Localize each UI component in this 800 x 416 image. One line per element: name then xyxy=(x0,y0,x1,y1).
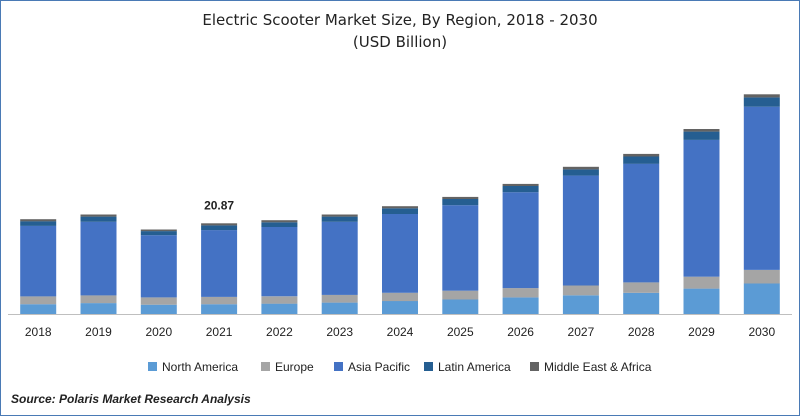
x-tick-label: 2026 xyxy=(507,325,534,339)
bar-north-america-2027 xyxy=(562,295,599,314)
x-tick-label: 2023 xyxy=(326,325,353,339)
bar-asia-pacific-2026 xyxy=(502,192,539,289)
legend-label: Latin America xyxy=(438,360,511,374)
bar-asia-pacific-2027 xyxy=(562,175,599,286)
bar-middle-east-africa-2022 xyxy=(261,220,298,223)
legend-swatch-latin-america xyxy=(424,362,433,371)
bar-middle-east-africa-2027 xyxy=(562,166,599,170)
bar-asia-pacific-2023 xyxy=(321,221,358,295)
bar-asia-pacific-2028 xyxy=(623,163,660,283)
bar-middle-east-africa-2025 xyxy=(442,196,479,199)
bar-latin-america-2022 xyxy=(261,222,298,227)
bar-europe-2020 xyxy=(140,297,177,305)
bar-latin-america-2020 xyxy=(140,231,177,236)
bar-middle-east-africa-2023 xyxy=(321,214,358,217)
bar-north-america-2025 xyxy=(442,299,479,314)
bar-north-america-2020 xyxy=(140,304,177,314)
bar-europe-2019 xyxy=(80,295,117,304)
bar-north-america-2019 xyxy=(80,303,117,314)
bar-asia-pacific-2018 xyxy=(20,225,57,297)
bar-europe-2029 xyxy=(683,276,720,289)
bar-europe-2030 xyxy=(743,270,780,284)
bar-europe-2027 xyxy=(562,285,599,296)
legend-label: Middle East & Africa xyxy=(544,360,652,374)
x-tick-label: 2028 xyxy=(628,325,655,339)
bar-middle-east-africa-2019 xyxy=(80,214,117,217)
x-tick-label: 2029 xyxy=(688,325,715,339)
legend-label: North America xyxy=(162,360,238,374)
bar-europe-2025 xyxy=(442,290,479,300)
bar-north-america-2029 xyxy=(683,288,720,314)
bar-europe-2018 xyxy=(20,296,57,305)
bar-europe-2022 xyxy=(261,296,298,304)
bar-north-america-2028 xyxy=(623,292,660,314)
bar-latin-america-2027 xyxy=(562,169,599,176)
bar-europe-2024 xyxy=(382,292,418,302)
legend-swatch-north-america xyxy=(148,362,157,371)
legend-label: Asia Pacific xyxy=(348,360,410,374)
bar-north-america-2024 xyxy=(382,301,418,314)
legend-label: Europe xyxy=(275,360,314,374)
x-tick-label: 2022 xyxy=(266,325,293,339)
legend-swatch-asia-pacific xyxy=(334,362,343,371)
bar-latin-america-2018 xyxy=(20,221,57,226)
bar-asia-pacific-2029 xyxy=(683,139,720,277)
legend-swatch-middle-east-africa xyxy=(530,362,539,371)
bar-asia-pacific-2021 xyxy=(201,230,238,297)
bar-latin-america-2024 xyxy=(382,208,418,214)
bar-middle-east-africa-2029 xyxy=(683,129,720,132)
bar-north-america-2022 xyxy=(261,303,298,314)
bar-asia-pacific-2024 xyxy=(382,214,418,293)
bar-latin-america-2026 xyxy=(502,186,539,193)
annotations: 20.87 xyxy=(204,198,234,212)
x-tick-label: 2020 xyxy=(145,325,172,339)
chart-title: Electric Scooter Market Size, By Region,… xyxy=(202,11,598,29)
bar-middle-east-africa-2030 xyxy=(743,94,780,98)
data-label-2021: 20.87 xyxy=(204,198,234,212)
bar-middle-east-africa-2024 xyxy=(382,206,418,209)
x-tick-label: 2027 xyxy=(568,325,595,339)
bar-asia-pacific-2019 xyxy=(80,221,117,296)
bar-latin-america-2029 xyxy=(683,131,720,140)
bar-north-america-2021 xyxy=(201,304,238,314)
bar-middle-east-africa-2021 xyxy=(201,223,238,226)
x-tick-label: 2030 xyxy=(748,325,775,339)
bar-asia-pacific-2030 xyxy=(743,106,780,270)
bar-asia-pacific-2020 xyxy=(140,235,177,298)
legend: North America Europe Asia Pacific Latin Ame… xyxy=(148,360,652,374)
bar-stacks xyxy=(20,94,780,314)
bar-latin-america-2021 xyxy=(201,225,238,231)
bar-asia-pacific-2022 xyxy=(261,226,298,297)
bar-latin-america-2019 xyxy=(80,216,117,222)
bar-asia-pacific-2025 xyxy=(442,205,479,291)
bar-latin-america-2028 xyxy=(623,156,660,164)
x-tick-label: 2019 xyxy=(85,325,112,339)
bar-middle-east-africa-2020 xyxy=(140,229,177,232)
bar-north-america-2026 xyxy=(502,297,539,314)
source-note: Source: Polaris Market Research Analysis xyxy=(11,392,251,406)
bar-latin-america-2030 xyxy=(743,97,780,107)
bar-north-america-2018 xyxy=(20,304,57,314)
bar-north-america-2030 xyxy=(743,283,780,314)
bar-europe-2023 xyxy=(321,294,358,303)
bar-latin-america-2023 xyxy=(321,216,358,222)
legend-swatch-europe xyxy=(261,362,270,371)
x-tick-label: 2024 xyxy=(387,325,414,339)
x-tick-label: 2021 xyxy=(206,325,233,339)
bar-middle-east-africa-2018 xyxy=(20,219,57,222)
bar-europe-2028 xyxy=(623,282,660,293)
x-tick-labels: 2018 2019 2020 2021 2022 2023 2024 2025 2026 2027… xyxy=(25,325,776,339)
bar-latin-america-2025 xyxy=(442,199,479,206)
x-tick-label: 2018 xyxy=(25,325,52,339)
chart-subtitle: (USD Billion) xyxy=(352,33,448,51)
bar-middle-east-africa-2028 xyxy=(623,153,660,157)
bar-north-america-2023 xyxy=(321,302,358,314)
bar-europe-2021 xyxy=(201,296,238,305)
x-tick-label: 2025 xyxy=(447,325,474,339)
bar-middle-east-africa-2026 xyxy=(502,183,539,186)
bar-europe-2026 xyxy=(502,288,539,298)
